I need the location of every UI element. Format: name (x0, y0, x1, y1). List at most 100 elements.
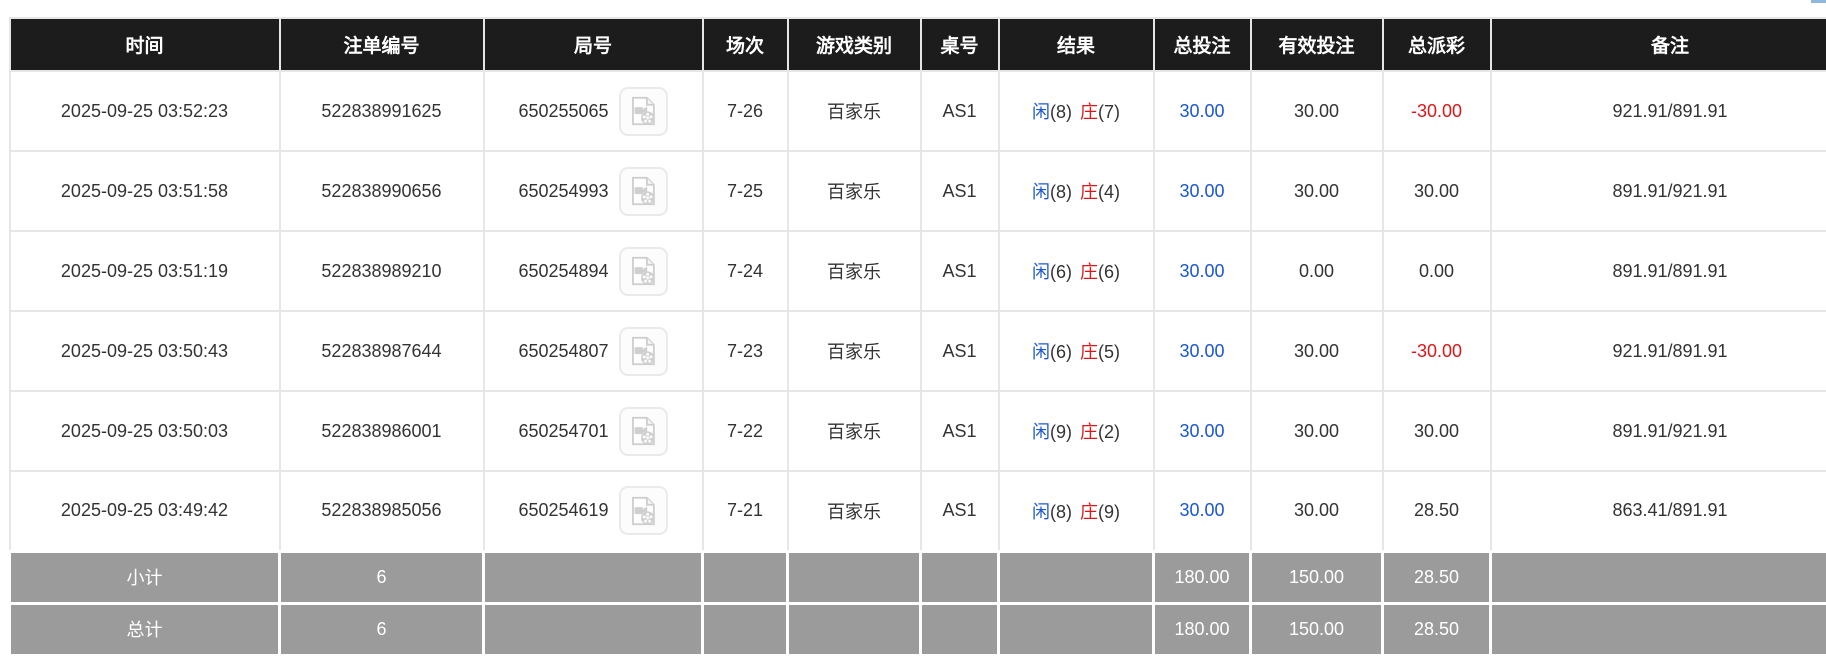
game-type-cell: 百家乐 (788, 231, 921, 311)
clipped-element-fragment (1811, 0, 1826, 3)
col-header-remark: 备注 (1491, 18, 1826, 71)
subtotal-valid-bet: 150.00 (1251, 551, 1383, 603)
video-replay-button[interactable] (619, 407, 668, 456)
player-result-value: (6) (1050, 262, 1072, 282)
grand-total-total-bet: 180.00 (1154, 603, 1251, 655)
banker-result-value: (9) (1098, 502, 1120, 522)
payout-cell: -30.00 (1383, 311, 1491, 391)
time-cell: 2025-09-25 03:51:19 (10, 231, 280, 311)
player-result-label: 闲 (1032, 342, 1050, 362)
payout-cell: 30.00 (1383, 391, 1491, 471)
round-cell: 650254993 (484, 151, 703, 231)
bet-records-table: 时间 注单编号 局号 场次 游戏类别 桌号 结果 总投注 有效投注 总派彩 备注… (8, 17, 1826, 657)
player-result-label: 闲 (1032, 422, 1050, 442)
subtotal-total-bet: 180.00 (1154, 551, 1251, 603)
session-cell: 7-23 (703, 311, 788, 391)
bet-id-cell: 522838987644 (280, 311, 484, 391)
player-result-value: (6) (1050, 342, 1072, 362)
video-replay-button[interactable] (619, 247, 668, 296)
result-cell: 闲(6)庄(5) (999, 311, 1154, 391)
round-number: 650254993 (518, 181, 608, 202)
round-number: 650255065 (518, 101, 608, 122)
remark-cell: 921.91/891.91 (1491, 311, 1826, 391)
player-result-label: 闲 (1032, 182, 1050, 202)
footer-empty-cell (788, 603, 921, 655)
video-file-icon (626, 94, 660, 128)
banker-result-label: 庄 (1080, 102, 1098, 122)
player-result-label: 闲 (1032, 102, 1050, 122)
payout-cell: 30.00 (1383, 151, 1491, 231)
banker-result-label: 庄 (1080, 262, 1098, 282)
remark-cell: 921.91/891.91 (1491, 71, 1826, 151)
grand-total-valid-bet: 150.00 (1251, 603, 1383, 655)
col-header-game-type: 游戏类别 (788, 18, 921, 71)
session-cell: 7-22 (703, 391, 788, 471)
payout-cell: -30.00 (1383, 71, 1491, 151)
session-cell: 7-25 (703, 151, 788, 231)
table-no-cell: AS1 (921, 311, 999, 391)
valid-bet-cell: 30.00 (1251, 151, 1383, 231)
round-number: 650254894 (518, 261, 608, 282)
session-cell: 7-21 (703, 471, 788, 551)
player-result-value: (8) (1050, 502, 1072, 522)
player-result-value: (9) (1050, 422, 1072, 442)
table-no-cell: AS1 (921, 231, 999, 311)
table-row: 2025-09-25 03:49:42 522838985056 6502546… (10, 471, 1826, 551)
player-result-label: 闲 (1032, 502, 1050, 522)
bet-id-cell: 522838990656 (280, 151, 484, 231)
valid-bet-cell: 0.00 (1251, 231, 1383, 311)
video-file-icon (626, 174, 660, 208)
bet-records-table-wrap: 时间 注单编号 局号 场次 游戏类别 桌号 结果 总投注 有效投注 总派彩 备注… (8, 17, 1826, 657)
table-no-cell: AS1 (921, 471, 999, 551)
video-replay-button[interactable] (619, 87, 668, 136)
grand-total-row: 总计 6 180.00 150.00 28.50 (10, 603, 1826, 655)
player-result-label: 闲 (1032, 262, 1050, 282)
col-header-bet-id: 注单编号 (280, 18, 484, 71)
game-type-cell: 百家乐 (788, 151, 921, 231)
session-cell: 7-24 (703, 231, 788, 311)
round-cell: 650254619 (484, 471, 703, 551)
result-cell: 闲(8) 庄(9) (999, 471, 1154, 551)
banker-result-value: (5) (1098, 342, 1120, 362)
bet-id-cell: 522838991625 (280, 71, 484, 151)
header-row: 时间 注单编号 局号 场次 游戏类别 桌号 结果 总投注 有效投注 总派彩 备注 (10, 18, 1826, 71)
table-row: 2025-09-25 03:50:43 522838987644 6502548… (10, 311, 1826, 391)
session-cell: 7-26 (703, 71, 788, 151)
grand-total-count: 6 (280, 603, 484, 655)
time-cell: 2025-09-25 03:50:03 (10, 391, 280, 471)
total-bet-cell: 30.00 (1154, 231, 1251, 311)
banker-result-value: (6) (1098, 262, 1120, 282)
valid-bet-cell: 30.00 (1251, 391, 1383, 471)
round-cell: 650254894 (484, 231, 703, 311)
subtotal-label: 小计 (10, 551, 280, 603)
round-cell: 650254807 (484, 311, 703, 391)
table-no-cell: AS1 (921, 391, 999, 471)
footer-empty-cell (999, 551, 1154, 603)
banker-result-label: 庄 (1080, 502, 1098, 522)
remark-cell: 891.91/891.91 (1491, 231, 1826, 311)
footer-empty-cell (703, 551, 788, 603)
grand-total-payout: 28.50 (1383, 603, 1491, 655)
video-replay-button[interactable] (619, 167, 668, 216)
bet-id-cell: 522838986001 (280, 391, 484, 471)
video-replay-button[interactable] (619, 486, 668, 535)
result-cell: 闲(9) 庄(2) (999, 391, 1154, 471)
footer-empty-cell (484, 603, 703, 655)
table-no-cell: AS1 (921, 151, 999, 231)
result-cell: 闲(8)庄(7) (999, 71, 1154, 151)
valid-bet-cell: 30.00 (1251, 471, 1383, 551)
result-cell: 闲(6)庄(6) (999, 231, 1154, 311)
remark-cell: 891.91/921.91 (1491, 151, 1826, 231)
grand-total-label: 总计 (10, 603, 280, 655)
total-bet-cell: 30.00 (1154, 471, 1251, 551)
table-no-cell: AS1 (921, 71, 999, 151)
remark-cell: 891.91/921.91 (1491, 391, 1826, 471)
video-file-icon (626, 334, 660, 368)
payout-cell: 28.50 (1383, 471, 1491, 551)
banker-result-label: 庄 (1080, 422, 1098, 442)
footer-empty-cell (921, 603, 999, 655)
total-bet-cell: 30.00 (1154, 151, 1251, 231)
time-cell: 2025-09-25 03:50:43 (10, 311, 280, 391)
banker-result-value: (2) (1098, 422, 1120, 442)
video-replay-button[interactable] (619, 327, 668, 376)
